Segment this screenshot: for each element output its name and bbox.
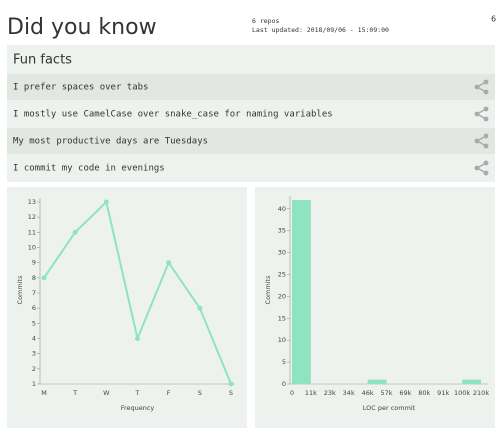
x-tick-label: 46k xyxy=(362,389,374,397)
bar xyxy=(292,200,311,384)
x-tick-label: 34k xyxy=(343,389,355,397)
y-tick-label: 8 xyxy=(32,274,36,282)
y-tick-label: 5 xyxy=(282,358,286,366)
y-axis-label: Commits xyxy=(264,275,272,305)
x-tick-label: 69k xyxy=(399,389,411,397)
share-dot xyxy=(483,106,489,112)
y-tick-label: 6 xyxy=(32,304,36,312)
fact-text: My most productive days are Tuesdays xyxy=(13,137,208,147)
facts-title: Fun facts xyxy=(13,53,72,68)
page-title: Did you know xyxy=(7,15,157,40)
y-tick-label: 11 xyxy=(28,228,36,236)
fact-row xyxy=(7,128,495,154)
x-tick-label: S xyxy=(198,389,202,397)
point xyxy=(72,229,78,235)
y-tick-label: 4 xyxy=(32,335,36,343)
y-tick-label: 20 xyxy=(278,292,286,300)
y-axis-label: Commits xyxy=(16,275,24,305)
y-tick-label: 10 xyxy=(278,336,286,344)
y-tick-label: 1 xyxy=(32,380,36,388)
fact-text: I mostly use CamelCase over snake_case f… xyxy=(13,110,333,120)
x-tick-label: 80k xyxy=(418,389,430,397)
x-tick-label: 91k xyxy=(437,389,449,397)
fact-text: I prefer spaces over tabs xyxy=(13,83,148,93)
share-dot xyxy=(483,133,489,139)
y-tick-label: 0 xyxy=(282,380,286,388)
y-tick-label: 7 xyxy=(32,289,36,297)
y-tick-label: 35 xyxy=(278,227,286,235)
chart-panel xyxy=(7,187,247,428)
last-updated: Last updated: 2018/09/06 - 15:09:00 xyxy=(252,26,389,34)
point xyxy=(197,305,203,311)
y-tick-label: 30 xyxy=(278,249,286,257)
x-axis-label: LOC per commit xyxy=(363,404,416,412)
point xyxy=(135,336,140,341)
bar xyxy=(367,379,387,384)
fact-row xyxy=(7,101,495,127)
y-tick-label: 10 xyxy=(28,244,36,252)
share-dot xyxy=(474,138,480,144)
point xyxy=(103,199,109,205)
repo-count: 6 repos xyxy=(252,17,279,25)
fact-row xyxy=(7,74,495,100)
y-tick-label: 5 xyxy=(32,319,36,327)
badge: 6 xyxy=(491,15,496,24)
x-tick-label: 23k xyxy=(324,389,336,397)
share-dot xyxy=(483,160,489,166)
y-tick-label: 13 xyxy=(28,198,36,206)
x-tick-label: 210k xyxy=(473,389,489,397)
x-tick-label: 0 xyxy=(290,389,294,397)
bar xyxy=(462,379,481,384)
point xyxy=(41,275,47,281)
y-tick-label: 9 xyxy=(32,259,36,267)
x-tick-label: 57k xyxy=(380,389,392,397)
share-dot xyxy=(483,143,489,149)
share-dot xyxy=(474,165,480,171)
x-tick-label: W xyxy=(103,389,110,397)
y-tick-label: 12 xyxy=(28,213,36,221)
x-tick-label: T xyxy=(135,389,140,397)
y-tick-label: 3 xyxy=(32,350,36,358)
x-tick-label: M xyxy=(41,389,47,397)
y-tick-label: 25 xyxy=(278,270,286,278)
fact-text: I commit my code in evenings xyxy=(13,164,165,174)
share-dot xyxy=(474,84,480,90)
fact-row xyxy=(7,155,495,181)
x-tick-label: 100k xyxy=(454,389,470,397)
share-dot xyxy=(483,170,489,176)
y-tick-label: 15 xyxy=(278,314,286,322)
share-dot xyxy=(474,111,480,117)
y-tick-label: 2 xyxy=(32,365,36,373)
x-axis-label: Frequency xyxy=(121,404,155,412)
point xyxy=(228,381,234,387)
x-tick-label: S xyxy=(229,389,233,397)
x-tick-label: F xyxy=(167,389,171,397)
x-tick-label: 11k xyxy=(305,389,317,397)
share-dot xyxy=(483,79,489,85)
y-tick-label: 40 xyxy=(278,205,286,213)
x-tick-label: T xyxy=(72,389,77,397)
point xyxy=(166,260,172,266)
share-dot xyxy=(483,116,489,122)
share-dot xyxy=(483,89,489,95)
